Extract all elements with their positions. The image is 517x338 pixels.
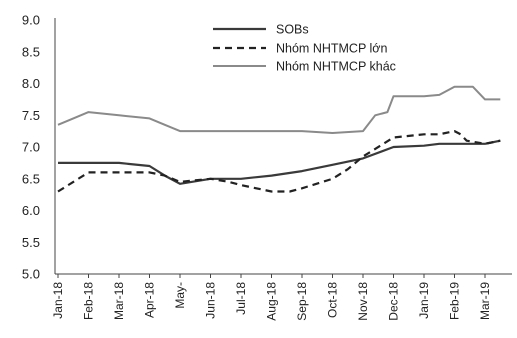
y-tick-label: 5.5 (22, 235, 40, 250)
x-tick-label: Nov-18 (356, 282, 370, 321)
x-tick-label: Feb-18 (82, 282, 96, 320)
y-tick-label: 5.0 (22, 267, 40, 282)
x-tick-label: May- (173, 282, 187, 309)
y-tick-label: 7.0 (22, 140, 40, 155)
x-tick-label: Jan-18 (51, 282, 65, 319)
legend-label-1: SOBs (276, 23, 309, 37)
y-tick-label: 7.5 (22, 108, 40, 123)
legend: SOBs Nhóm NHTMCP lớn Nhóm NHTMCP khác (213, 23, 396, 74)
x-tick-label: Feb-19 (448, 282, 462, 320)
x-tick-label: Dec-18 (387, 282, 401, 321)
x-tick-label: Jan-19 (417, 282, 431, 319)
series-line-3 (57, 85, 501, 134)
y-tick-label: 6.5 (22, 171, 40, 186)
series-line-1 (58, 139, 501, 185)
x-tick-label: Mar-18 (112, 282, 126, 320)
x-tick-label: Jun-18 (204, 282, 218, 319)
x-tick-label: Jul-18 (234, 282, 248, 315)
legend-label-3: Nhóm NHTMCP khác (276, 60, 396, 74)
x-tick-label: Mar-19 (478, 282, 492, 320)
x-tick-label: Sep-18 (295, 282, 309, 321)
x-tick-labels: Jan-18 Feb-18 Mar-18 Apr-18 May- Jun-18 Jul-18… (51, 282, 492, 321)
x-tick-label: Apr-18 (143, 282, 157, 318)
legend-label-2: Nhóm NHTMCP lớn (276, 42, 388, 56)
y-tick-labels: 9.0 8.5 8.0 7.5 7.0 6.5 6.0 5.5 5.0 (22, 13, 40, 282)
y-tick-label: 8.0 (22, 76, 40, 91)
axes (54, 18, 512, 278)
y-tick-label: 8.5 (22, 44, 40, 59)
y-tick-label: 6.0 (22, 203, 40, 218)
y-tick-label: 9.0 (22, 13, 40, 28)
x-tick-label: Aug-18 (265, 282, 279, 321)
series-lines (57, 85, 501, 193)
series-line-2 (57, 130, 501, 193)
x-tick-label: Oct-18 (326, 282, 340, 318)
